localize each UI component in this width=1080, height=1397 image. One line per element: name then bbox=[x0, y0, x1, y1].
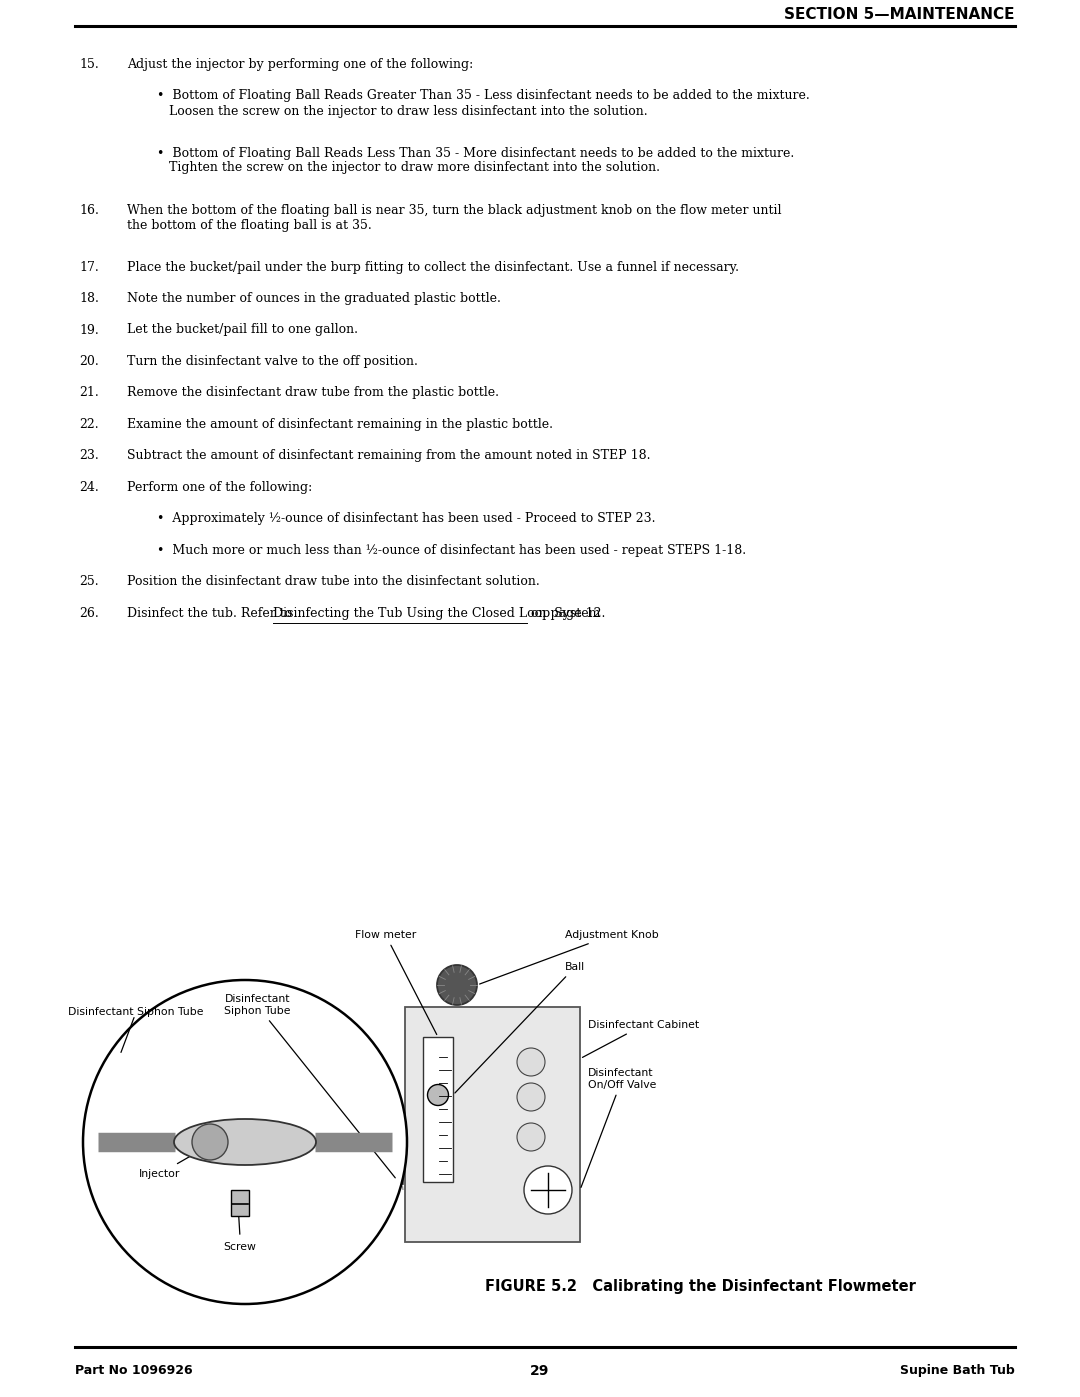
Text: 24.: 24. bbox=[79, 481, 98, 495]
Text: 15.: 15. bbox=[79, 59, 98, 71]
Text: Turn the disinfectant valve to the off position.: Turn the disinfectant valve to the off p… bbox=[127, 355, 418, 367]
Text: Disinfectant Siphon Tube: Disinfectant Siphon Tube bbox=[68, 1007, 203, 1017]
Text: Disinfecting the Tub Using the Closed Loop System: Disinfecting the Tub Using the Closed Lo… bbox=[272, 608, 600, 620]
Text: Perform one of the following:: Perform one of the following: bbox=[127, 481, 312, 495]
Text: Disinfect the tub. Refer to: Disinfect the tub. Refer to bbox=[127, 608, 296, 620]
Text: Note the number of ounces in the graduated plastic bottle.: Note the number of ounces in the graduat… bbox=[127, 292, 501, 305]
Text: Flow meter: Flow meter bbox=[355, 930, 436, 1035]
FancyBboxPatch shape bbox=[405, 1007, 580, 1242]
Text: •  Bottom of Floating Ball Reads Less Than 35 - More disinfectant needs to be ad: • Bottom of Floating Ball Reads Less Tha… bbox=[157, 147, 794, 175]
Text: Screw: Screw bbox=[224, 1242, 256, 1252]
Text: 26.: 26. bbox=[79, 608, 98, 620]
Text: Let the bucket/pail fill to one gallon.: Let the bucket/pail fill to one gallon. bbox=[127, 324, 357, 337]
Ellipse shape bbox=[174, 1119, 316, 1165]
Text: 16.: 16. bbox=[79, 204, 99, 217]
Circle shape bbox=[83, 981, 407, 1303]
Text: Remove the disinfectant draw tube from the plastic bottle.: Remove the disinfectant draw tube from t… bbox=[127, 387, 499, 400]
Text: 19.: 19. bbox=[79, 324, 98, 337]
Circle shape bbox=[517, 1048, 545, 1076]
Text: 17.: 17. bbox=[79, 260, 98, 274]
Text: 23.: 23. bbox=[79, 450, 98, 462]
Text: Examine the amount of disinfectant remaining in the plastic bottle.: Examine the amount of disinfectant remai… bbox=[127, 418, 553, 432]
Text: Supine Bath Tub: Supine Bath Tub bbox=[901, 1363, 1015, 1377]
Circle shape bbox=[517, 1083, 545, 1111]
FancyBboxPatch shape bbox=[423, 1037, 453, 1182]
Text: Injector: Injector bbox=[139, 1169, 180, 1179]
Text: When the bottom of the floating ball is near 35, turn the black adjustment knob : When the bottom of the floating ball is … bbox=[127, 204, 782, 232]
Text: 20.: 20. bbox=[79, 355, 98, 367]
Text: Place the bucket/pail under the burp fitting to collect the disinfectant. Use a : Place the bucket/pail under the burp fit… bbox=[127, 260, 739, 274]
Text: Disinfectant
Siphon Tube: Disinfectant Siphon Tube bbox=[224, 995, 395, 1178]
Text: Disinfectant Cabinet: Disinfectant Cabinet bbox=[582, 1020, 699, 1058]
Circle shape bbox=[437, 965, 477, 1004]
Text: on page 12.: on page 12. bbox=[527, 608, 606, 620]
Text: 21.: 21. bbox=[79, 387, 98, 400]
Text: Adjustment Knob: Adjustment Knob bbox=[480, 930, 659, 983]
Circle shape bbox=[192, 1125, 228, 1160]
Text: Part No 1096926: Part No 1096926 bbox=[75, 1363, 192, 1377]
Text: •  Much more or much less than ½-ounce of disinfectant has been used - repeat ST: • Much more or much less than ½-ounce of… bbox=[157, 543, 746, 557]
FancyBboxPatch shape bbox=[231, 1190, 249, 1215]
Text: FIGURE 5.2: FIGURE 5.2 bbox=[485, 1280, 577, 1294]
Text: 29: 29 bbox=[530, 1363, 550, 1377]
Text: Calibrating the Disinfectant Flowmeter: Calibrating the Disinfectant Flowmeter bbox=[577, 1280, 916, 1294]
Circle shape bbox=[524, 1166, 572, 1214]
Text: 18.: 18. bbox=[79, 292, 99, 305]
Text: Ball: Ball bbox=[455, 963, 585, 1092]
Text: •  Bottom of Floating Ball Reads Greater Than 35 - Less disinfectant needs to be: • Bottom of Floating Ball Reads Greater … bbox=[157, 89, 810, 117]
Text: 25.: 25. bbox=[79, 576, 98, 588]
Text: SECTION 5—MAINTENANCE: SECTION 5—MAINTENANCE bbox=[784, 7, 1015, 22]
Text: Subtract the amount of disinfectant remaining from the amount noted in STEP 18.: Subtract the amount of disinfectant rema… bbox=[127, 450, 650, 462]
Text: Position the disinfectant draw tube into the disinfectant solution.: Position the disinfectant draw tube into… bbox=[127, 576, 540, 588]
Text: Disinfectant
On/Off Valve: Disinfectant On/Off Valve bbox=[581, 1069, 657, 1187]
Text: Adjust the injector by performing one of the following:: Adjust the injector by performing one of… bbox=[127, 59, 473, 71]
Text: •  Approximately ½-ounce of disinfectant has been used - Proceed to STEP 23.: • Approximately ½-ounce of disinfectant … bbox=[157, 513, 656, 525]
Circle shape bbox=[428, 1084, 448, 1105]
Text: 22.: 22. bbox=[79, 418, 98, 432]
Circle shape bbox=[517, 1123, 545, 1151]
